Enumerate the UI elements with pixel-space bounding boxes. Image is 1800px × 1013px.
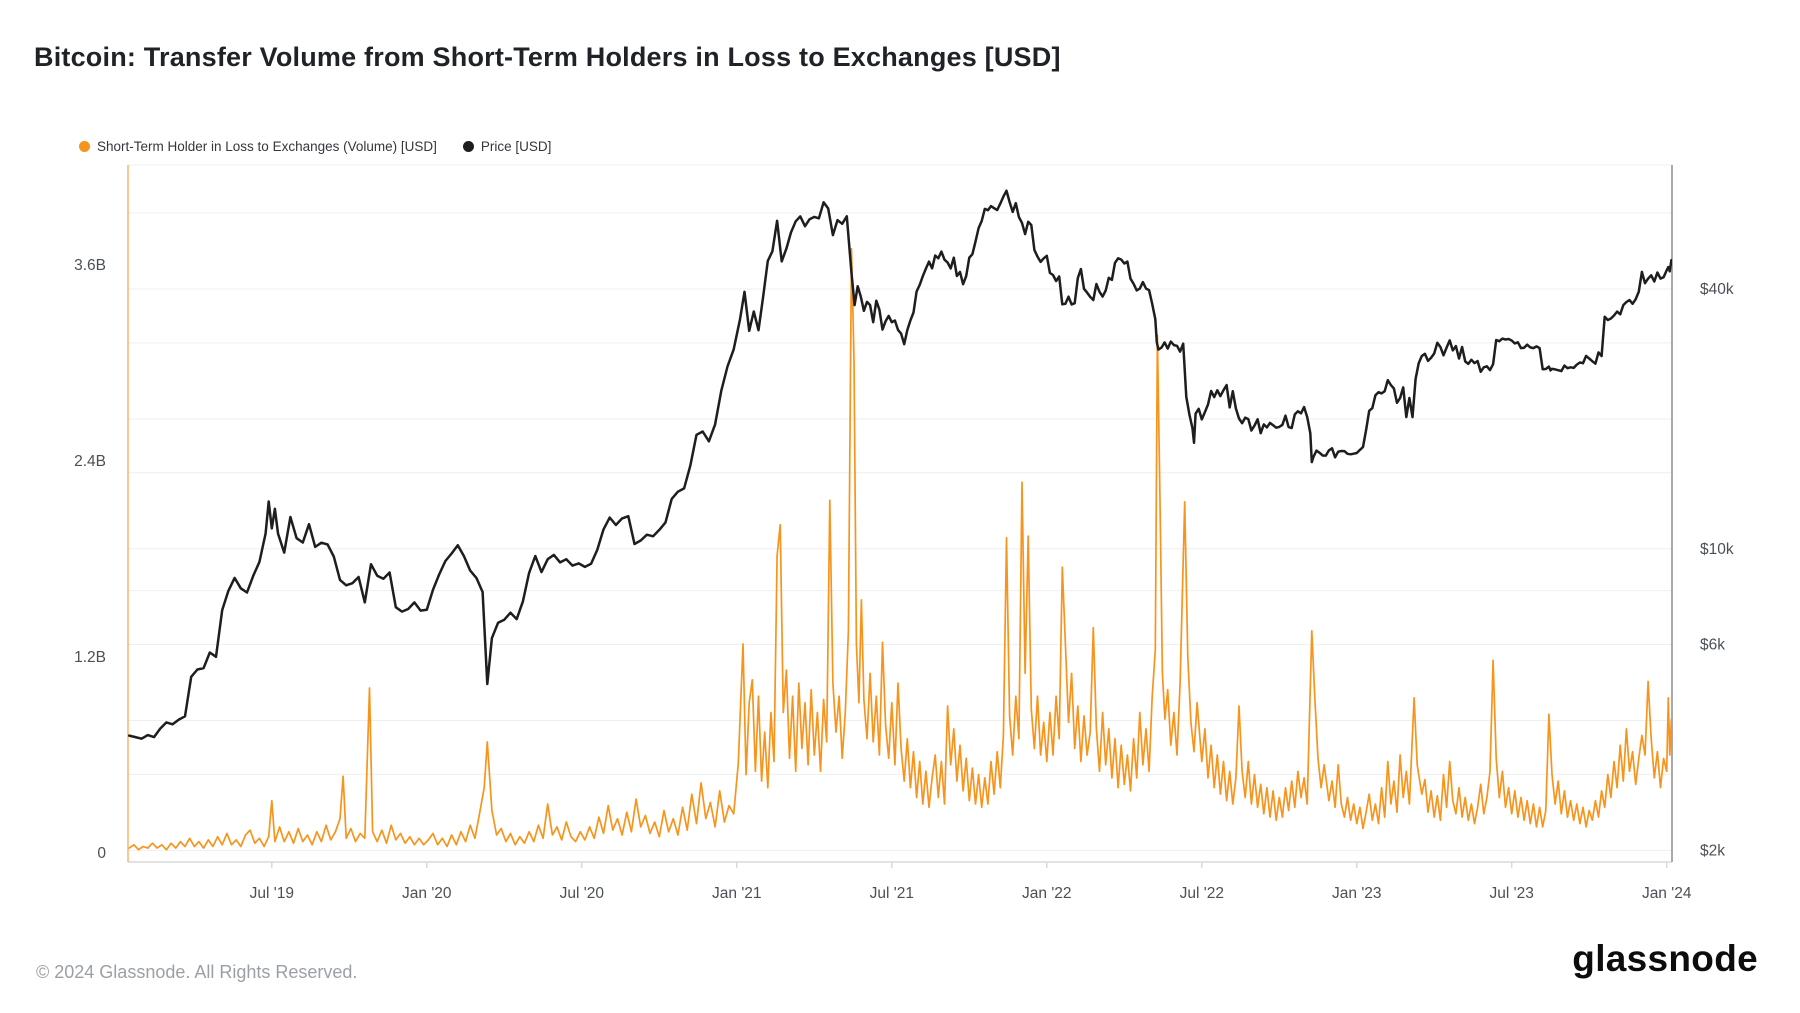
legend-item-volume[interactable]: Short-Term Holder in Loss to Exchanges (… [79,139,437,154]
x-tick-label: Jul '21 [870,885,914,902]
price-series-line [128,189,1672,740]
y-left-tick-label: 3.6B [74,257,106,274]
glassnode-logo: glassnode [1572,938,1758,979]
x-tick-label: Jan '22 [1022,885,1072,902]
series-group [128,189,1672,851]
plot-border [127,164,1673,863]
x-tick-label: Jul '19 [250,885,294,902]
legend-label-volume: Short-Term Holder in Loss to Exchanges (… [97,139,437,154]
legend-item-price[interactable]: Price [USD] [462,139,552,154]
volume-series-line [128,247,1672,851]
volume-series-dot-icon [79,141,90,152]
x-axis: Jul '19 Jan '20 Jul '20 Jan '21 Jul '21 Jan '… [250,862,1692,902]
price-series-dot-icon [462,141,474,152]
y-axis-left: 0 1.2B 2.4B 3.6B [74,257,106,862]
copyright-text: © 2024 Glassnode. All Rights Reserved. [36,962,358,982]
y-right-tick-label: $2k [1700,842,1725,859]
x-tick-label: Jul '20 [560,885,605,902]
y-left-tick-label: 0 [97,845,106,862]
x-tick-label: Jul '22 [1180,885,1224,902]
x-tick-label: Jan '24 [1642,885,1692,902]
x-tick-label: Jan '23 [1332,885,1382,902]
y-right-tick-label: $6k [1700,637,1725,654]
y-right-tick-label: $40k [1700,281,1734,298]
x-tick-label: Jan '20 [402,885,452,902]
y-axis-right: $2k $6k $10k $40k [1700,281,1734,859]
legend-label-price: Price [USD] [480,139,552,154]
page-title: Bitcoin: Transfer Volume from Short-Term… [34,42,1061,72]
x-tick-label: Jan '21 [712,885,762,902]
chart-legend: Short-Term Holder in Loss to Exchanges (… [79,139,551,154]
y-left-tick-label: 2.4B [74,453,106,470]
x-tick-label: Jul '23 [1490,885,1534,902]
y-right-tick-label: $10k [1700,541,1734,558]
gridlines [128,212,1672,851]
y-left-tick-label: 1.2B [74,649,106,666]
